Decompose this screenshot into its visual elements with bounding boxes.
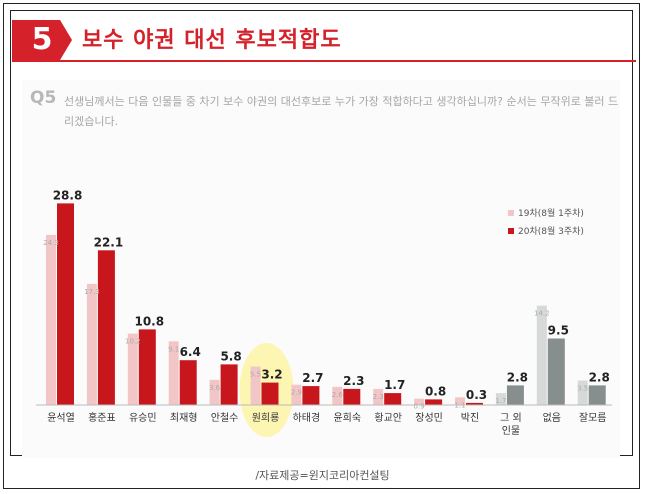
bar-20th xyxy=(343,388,361,405)
value-label-19th: 1.7 xyxy=(495,397,506,405)
question-label: Q5 xyxy=(30,88,57,108)
category-label: 없음 xyxy=(543,411,561,424)
bar-19th xyxy=(577,380,588,405)
value-label-19th: 2.6 xyxy=(332,391,344,399)
bar-19th xyxy=(495,393,506,405)
value-label-19th: 0.9 xyxy=(414,403,425,411)
bar-19th xyxy=(46,234,56,405)
bar-19th xyxy=(536,305,547,405)
value-label-19th: 24.3 xyxy=(43,239,59,247)
value-label-20th: 0.8 xyxy=(425,384,446,398)
category-label: 안철수 xyxy=(211,412,239,424)
category-label: 하태경 xyxy=(293,411,321,424)
legend-swatch xyxy=(508,228,514,234)
value-label-20th: 9.5 xyxy=(548,324,569,338)
value-label-20th: 10.8 xyxy=(134,314,164,328)
value-label-19th: 10.2 xyxy=(125,338,141,346)
category-label: 원희룡 xyxy=(252,412,280,424)
value-label-20th: 6.4 xyxy=(180,345,201,359)
category-label: 홍준표 xyxy=(88,411,116,424)
value-label-20th: 2.8 xyxy=(589,370,610,384)
value-label-19th: 5.5 xyxy=(250,371,261,379)
section-title: 보수 야권 대선 후보적합도 xyxy=(82,28,342,53)
bar-19th xyxy=(127,333,138,405)
legend-swatch xyxy=(508,210,514,216)
category-label: 박진 xyxy=(461,412,479,424)
legend-label: 20차(8월 3주차) xyxy=(518,225,584,237)
bar-20th xyxy=(57,203,74,405)
value-label-19th: 2.9 xyxy=(291,389,302,397)
category-label: 인물 xyxy=(502,425,520,437)
bar-20th xyxy=(261,382,279,405)
bar-20th xyxy=(138,329,156,405)
question-text: 선생님께서는 다음 인물들 중 차기 보수 야권의 대선후보로 누가 가장 적합… xyxy=(64,95,619,128)
source-credit: /자료제공=윈지코리아컨설팅 xyxy=(255,469,390,482)
bar-19th xyxy=(209,379,220,405)
value-label-19th: 3.5 xyxy=(577,385,588,393)
bar-20th xyxy=(506,385,524,405)
bar-19th xyxy=(250,366,261,405)
value-label-19th: 3.6 xyxy=(209,384,221,392)
bar-20th xyxy=(302,386,320,405)
category-label: 장성민 xyxy=(415,412,443,424)
value-label-20th: 1.7 xyxy=(384,378,405,392)
value-label-19th: 14.2 xyxy=(534,310,550,318)
bar-20th xyxy=(97,250,115,405)
value-label-19th: 9.1 xyxy=(168,345,179,353)
category-label: 잘모름 xyxy=(579,412,607,424)
bar-19th xyxy=(168,341,179,405)
value-label-20th: 28.8 xyxy=(53,188,83,202)
category-label: 유승민 xyxy=(129,412,157,424)
value-label-19th: 2.3 xyxy=(373,393,384,401)
category-label: 윤희숙 xyxy=(333,412,361,424)
value-label-20th: 5.8 xyxy=(220,349,241,363)
value-label-20th: 2.8 xyxy=(507,370,528,384)
bar-20th xyxy=(466,402,483,405)
header-divider xyxy=(12,60,636,62)
bar-20th xyxy=(179,360,197,405)
value-label-20th: 2.7 xyxy=(302,371,323,385)
legend-label: 19차(8월 1주차) xyxy=(518,207,584,219)
bar-20th xyxy=(384,393,402,405)
bar-20th xyxy=(547,338,565,405)
bar-19th xyxy=(291,384,302,405)
value-label-20th: 22.1 xyxy=(94,235,124,249)
bar-19th xyxy=(373,388,384,405)
category-label: 윤석열 xyxy=(47,412,75,424)
bar-19th xyxy=(86,283,97,405)
section-number-badge: 5 xyxy=(12,20,72,60)
bar-19th xyxy=(332,386,343,405)
bar-20th xyxy=(588,385,606,405)
bar-20th xyxy=(220,364,238,405)
category-label: 그 외 xyxy=(500,412,522,424)
value-label-20th: 0.3 xyxy=(466,388,487,402)
bar-20th xyxy=(425,399,443,405)
bar-19th xyxy=(455,397,465,405)
value-label-19th: 17.3 xyxy=(84,288,100,296)
category-label: 최재형 xyxy=(170,412,198,424)
category-label: 황교안 xyxy=(374,412,402,424)
value-label-20th: 2.3 xyxy=(343,374,364,388)
bar-19th xyxy=(414,398,425,405)
value-label-20th: 3.2 xyxy=(261,368,282,382)
